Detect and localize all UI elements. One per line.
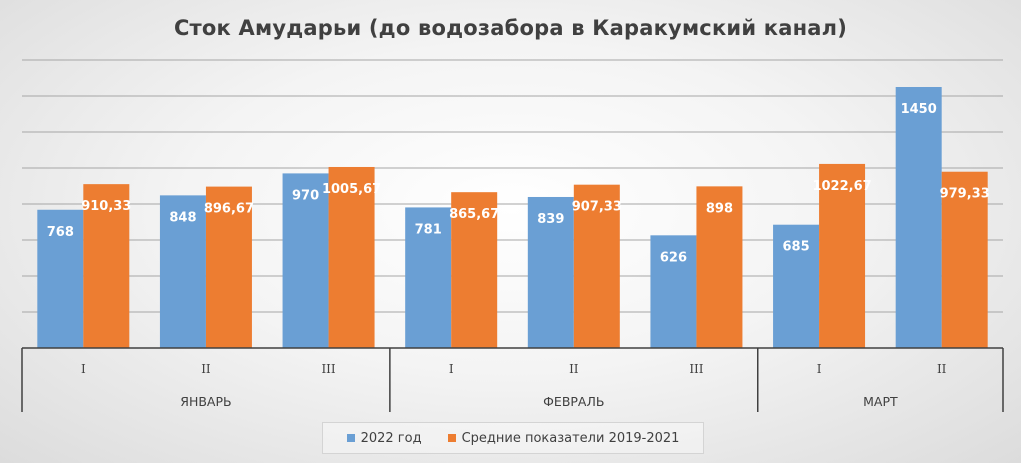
bar-average-3 [451, 192, 498, 348]
x-tick-label-3: I [449, 362, 454, 376]
x-tick-label-2: III [321, 362, 335, 376]
legend-item-2022: 2022 год [346, 430, 422, 446]
bar-average-2 [328, 166, 375, 348]
data-label-average-1: 896,67 [204, 202, 254, 217]
data-label-2022-4: 839 [537, 212, 564, 227]
bar-2022-7 [895, 87, 942, 348]
data-label-2022-5: 626 [660, 250, 687, 265]
data-label-2022-1: 848 [169, 210, 196, 225]
data-label-2022-6: 685 [782, 240, 809, 255]
x-tick-label-6: I [817, 362, 822, 376]
bar-average-7 [941, 171, 988, 348]
data-label-average-5: 898 [706, 201, 733, 216]
bar-average-4 [573, 184, 620, 348]
data-label-average-2: 1005,67 [322, 182, 381, 197]
legend-swatch-average [447, 434, 456, 442]
data-label-2022-7: 1450 [901, 102, 937, 117]
x-tick-label-4: II [569, 362, 579, 376]
data-label-average-7: 979,33 [940, 187, 990, 202]
bar-2022-5 [650, 235, 697, 348]
bar-average-0 [83, 184, 130, 348]
bar-2022-6 [773, 224, 820, 348]
legend-label-2022: 2022 год [360, 430, 422, 446]
bar-2022-2 [282, 173, 329, 348]
bar-2022-4 [527, 196, 574, 348]
data-labels: 768 848 970 781 839 626 685 1450 910,33 896,67 100… [47, 102, 990, 265]
x-tick-label-0: I [81, 362, 86, 376]
bar-average-5 [696, 186, 743, 348]
bar-average-6 [819, 163, 866, 348]
bar-2022-1 [159, 195, 206, 348]
data-label-average-4: 907,33 [572, 200, 622, 215]
group-label-0: ЯНВАРЬ [180, 394, 231, 409]
data-label-2022-0: 768 [47, 225, 74, 240]
data-label-average-0: 910,33 [81, 199, 131, 214]
legend-swatch-2022 [346, 434, 355, 442]
legend: 2022 год Средние показатели 2019-2021 [322, 422, 704, 454]
x-tick-label-1: II [201, 362, 211, 376]
legend-item-average: Средние показатели 2019-2021 [447, 430, 680, 446]
chart-title: Сток Амударьи (до водозабора в Каракумск… [173, 16, 848, 40]
bar-average-1 [205, 186, 252, 348]
data-label-average-3: 865,67 [449, 207, 499, 222]
group-label-1: ФЕВРАЛЬ [543, 394, 604, 409]
group-label-2: МАРТ [863, 394, 898, 409]
x-tick-label-7: II [937, 362, 947, 376]
data-label-average-6: 1022,67 [812, 179, 871, 194]
bars [37, 87, 988, 348]
legend-label-average: Средние показатели 2019-2021 [461, 430, 680, 446]
bar-2022-0 [37, 209, 84, 348]
bar-2022-3 [405, 207, 452, 348]
data-label-2022-2: 970 [292, 188, 319, 203]
data-label-2022-3: 781 [415, 222, 442, 237]
x-tick-label-5: III [689, 362, 703, 376]
